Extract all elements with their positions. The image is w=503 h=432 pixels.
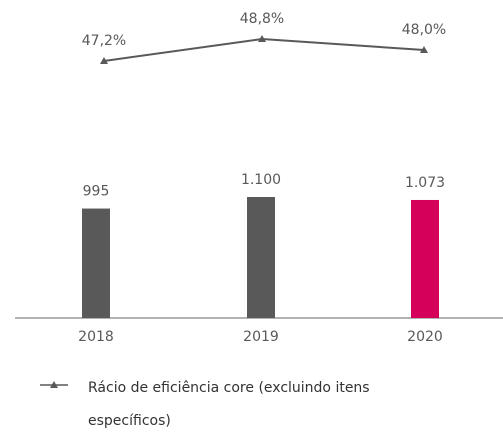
line	[103, 37, 425, 62]
x-tick-label: 2018	[78, 329, 114, 345]
bar	[82, 208, 110, 318]
line-label: 48,8%	[240, 11, 284, 27]
bar-label: 1.073	[405, 175, 445, 191]
line-marker	[258, 35, 266, 42]
bar-label: 1.100	[241, 172, 281, 188]
line-marker	[100, 57, 108, 64]
line-marker	[420, 46, 428, 53]
x-tick-label: 2019	[243, 329, 279, 345]
bar	[247, 197, 275, 318]
legend-label: Rácio de eficiência core (excluindo iten…	[88, 380, 370, 429]
line-label: 47,2%	[82, 33, 126, 49]
bar	[411, 199, 439, 318]
x-tick-label: 2020	[407, 329, 443, 345]
legend-marker	[50, 381, 58, 388]
bar-label: 995	[83, 184, 110, 200]
line-label: 48,0%	[402, 22, 446, 38]
